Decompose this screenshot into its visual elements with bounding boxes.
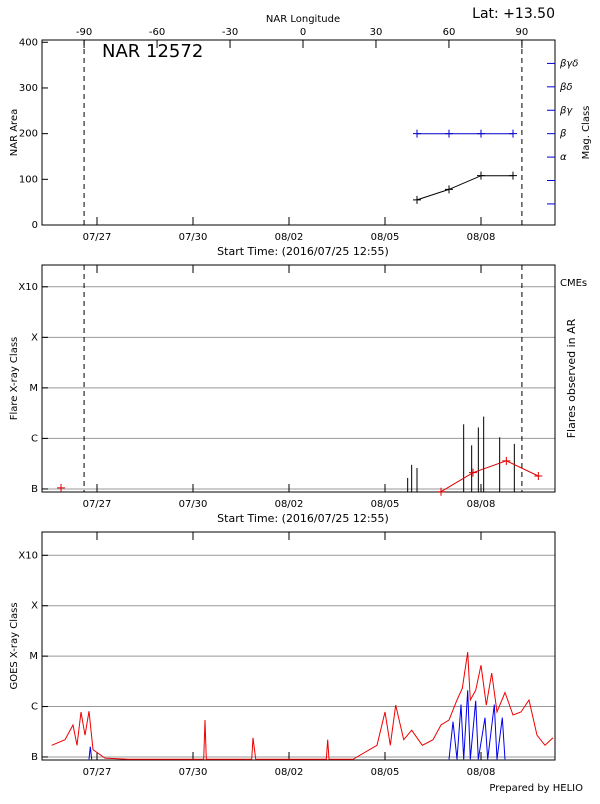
y-tick-label: X10: [18, 282, 38, 293]
plus-marker: [57, 483, 65, 492]
x-tick-label: 08/05: [371, 767, 400, 778]
y-axis-label: NAR Area: [9, 109, 20, 156]
y-tick-label: X10: [18, 550, 38, 561]
plus-marker: [502, 456, 511, 465]
y-tick-label: 300: [19, 83, 38, 94]
x-tick-label: 08/02: [275, 232, 304, 243]
y-tick-label: M: [29, 383, 38, 394]
plus-marker: [413, 129, 421, 138]
legend-label: CMEs: [560, 278, 587, 289]
y-tick-label: 100: [19, 174, 38, 185]
x-axis-label: Start Time: (2016/07/25 12:55): [217, 245, 389, 258]
plus-marker: [509, 129, 517, 138]
x-tick-label: 08/02: [275, 767, 304, 778]
plus-marker: [477, 171, 485, 180]
plus-marker: [445, 129, 453, 138]
plus-marker: [534, 472, 543, 481]
series-line: [440, 460, 539, 493]
y-tick-label: B: [31, 484, 38, 495]
series-line: [88, 690, 506, 760]
y-tick-label: 400: [19, 37, 38, 48]
y2-tick-label: βδ: [559, 82, 573, 93]
x-tick-label: 08/05: [371, 499, 400, 510]
y2-tick-label: βγδ: [559, 58, 578, 69]
plus-marker: [509, 171, 517, 180]
plus-marker: [437, 487, 445, 496]
plot-frame: [41, 39, 556, 226]
x2-tick-label: -60: [149, 27, 165, 38]
x-tick-label: 08/08: [467, 232, 496, 243]
plus-marker: [413, 195, 421, 204]
plus-marker: [445, 185, 453, 194]
plot-frame: [41, 531, 556, 761]
y-tick-label: B: [31, 752, 38, 763]
x-tick-label: 07/30: [179, 232, 208, 243]
latitude-label: Lat: +13.50: [472, 6, 555, 22]
y2-tick-label: α: [560, 152, 567, 163]
x2-tick-label: -90: [76, 27, 92, 38]
footer: Prepared by HELIO: [489, 783, 583, 794]
x-tick-label: 08/08: [467, 499, 496, 510]
y-tick-label: X: [31, 601, 38, 612]
x2-axis-label: NAR Longitude: [266, 14, 340, 25]
x2-tick-label: 60: [443, 27, 456, 38]
x-tick-label: 08/05: [371, 232, 400, 243]
series-line: [51, 652, 554, 760]
x2-tick-label: 90: [516, 27, 529, 38]
y2-axis-label: Mag. Class: [581, 106, 592, 160]
plus-marker: [477, 129, 485, 138]
x-tick-label: 07/27: [83, 499, 112, 510]
x-tick-label: 08/08: [467, 767, 496, 778]
y-tick-label: M: [29, 651, 38, 662]
y-tick-label: 200: [19, 129, 38, 140]
y2-tick-label: β: [559, 129, 567, 140]
x-tick-label: 08/02: [275, 499, 304, 510]
y-axis-label: GOES X-ray Class: [9, 602, 20, 689]
panel-title: NAR 12572: [102, 41, 203, 62]
x-tick-label: 07/27: [83, 767, 112, 778]
y2-tick-label: βγ: [559, 105, 573, 116]
y2-axis-label: Flares observed in AR: [565, 318, 578, 438]
x2-tick-label: 30: [370, 27, 383, 38]
x-tick-label: 07/27: [83, 232, 112, 243]
y-axis-label: Flare X-ray Class: [9, 337, 20, 421]
series-line: [416, 175, 513, 201]
x-tick-label: 07/30: [179, 499, 208, 510]
x2-tick-label: -30: [222, 27, 238, 38]
x2-tick-label: 0: [300, 27, 306, 38]
y-tick-label: 0: [32, 220, 38, 231]
plot-frame: [41, 264, 556, 493]
x-axis-label: Start Time: (2016/07/25 12:55): [217, 512, 389, 525]
y-tick-label: X: [31, 332, 38, 343]
x-tick-label: 07/30: [179, 767, 208, 778]
plus-marker: [469, 468, 477, 477]
y-tick-label: C: [31, 702, 38, 713]
y-tick-label: C: [31, 433, 38, 444]
